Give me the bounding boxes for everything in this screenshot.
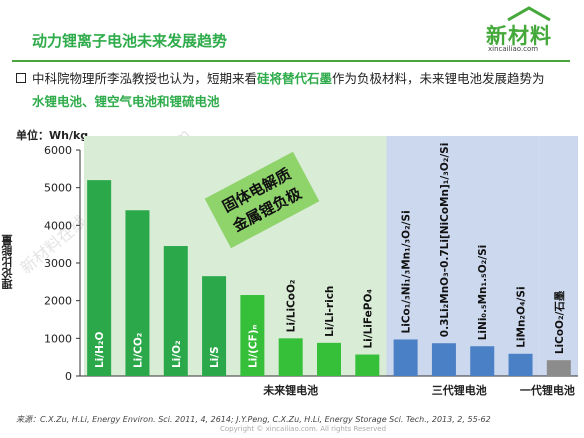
bar-label: Li/LiCoO₂ [286,279,298,332]
bar-label: LiCoO₂/石墨 [554,290,566,354]
bar [87,180,112,376]
group-background [539,136,578,376]
bar-label: Li/O₂ [171,340,183,368]
bar [546,360,571,376]
bar-label: Li/S [209,346,221,368]
bar-label: Li/(CF)ₙ [247,324,259,368]
bullet-highlight-future: 水锂电池、锂空气电池和锂硫电池 [32,94,220,109]
y-tick-label: 6000 [44,144,72,157]
bar [508,353,533,376]
bar-label: Li/H₂O [94,331,106,368]
bullet-part2: 作为负极材料，未来锂电池发展趋势为 [332,71,545,86]
y-tick-label: 3000 [44,257,72,270]
logo-url: xincailiao.com [488,45,539,53]
bullet-square-icon [16,73,26,83]
bar [278,338,303,376]
logo-text: 新材料 [486,24,552,48]
bar [317,342,341,376]
bar-label: LiCo₁/₃Ni₁/₃Mn₁/₃O₂/Si [401,210,413,333]
bar-label: Li/Li-rich [324,286,336,337]
y-tick-label: 4000 [44,219,72,232]
y-tick-label: 5000 [44,182,72,195]
page-title: 动力锂离子电池未来发展趋势 [32,32,228,50]
y-tick-label: 2000 [44,295,72,308]
bullet-part1: 中科院物理所李泓教授也认为，短期来看 [32,71,258,86]
bar-label: 0.3Li₂MnO₃-0.7Li[NiCoMn]₁/₃O₂/Si [439,143,451,338]
bar [202,276,227,376]
bar [125,210,150,376]
brand-logo: 新材料 xincailiao.com [474,6,574,56]
bullet-text: 中科院物理所李泓教授也认为，短期来看硅将替代石墨作为负极材料，未来锂电池发展趋势… [32,67,572,113]
unit-label: 单位：Wh/kg [16,129,89,142]
bar-label: LiNi₀.₅Mn₁.₅O₂/Si [477,245,489,341]
bar [393,339,418,376]
group-label: 三代锂电池 [432,383,487,397]
bullet-highlight-silicon: 硅将替代石墨 [257,71,333,86]
bar-label: Li/LiFePO₄ [362,289,374,349]
bar [240,295,265,376]
group-label: 一代锂电池 [520,383,575,397]
y-tick-label: 1000 [44,332,72,345]
source-citation: 来源：C.X.Zu, H.Li, Energy Environ. Sci. 20… [16,415,491,424]
title-divider [12,60,570,62]
annotation-box [204,151,320,249]
bar [431,343,456,376]
group-label: 未来锂电池 [262,383,318,397]
copyright-notice: Copyright © xincailiao.com. All rights R… [220,425,387,433]
bar [163,246,188,376]
bar-label: Li/CO₂ [132,332,144,368]
bar [355,354,380,376]
group-background [386,136,540,376]
y-tick-label: 0 [65,370,72,383]
logo-roof-icon [507,6,551,22]
bar [470,346,495,376]
bar-label: LiMn₂O₄/Si [516,286,528,347]
